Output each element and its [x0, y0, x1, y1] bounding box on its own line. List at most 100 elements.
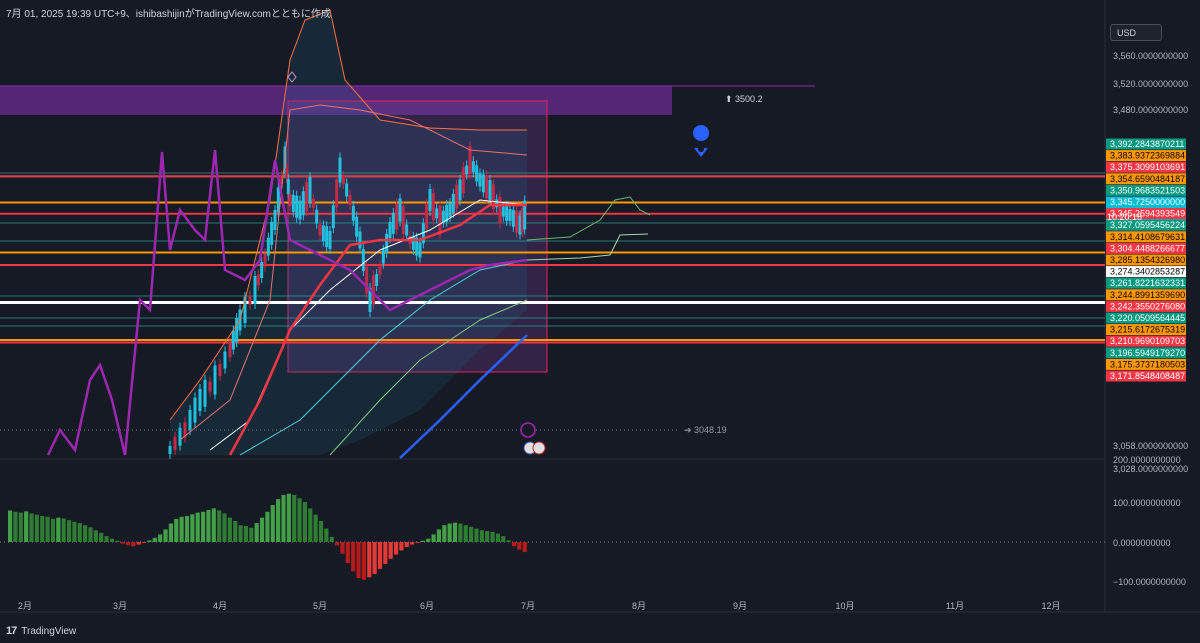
candle-body: [318, 224, 322, 236]
price-label-badge: [1106, 138, 1186, 150]
histogram-bar: [270, 505, 275, 542]
envelope-fill: [170, 10, 527, 455]
candle-body: [425, 204, 429, 230]
histogram-bar: [18, 512, 23, 542]
cloud-lower: [526, 233, 649, 261]
candle-body: [365, 266, 369, 294]
candle-body: [301, 191, 305, 216]
candle-body: [523, 200, 527, 230]
price-labels: 3,392.2843870211 3,383.93723698843,375.30…: [1106, 138, 1186, 382]
histogram-bar: [490, 531, 495, 542]
candle-body: [285, 168, 289, 179]
histogram-bar: [211, 508, 216, 542]
histogram-bar: [281, 494, 286, 542]
histogram-bar: [168, 523, 173, 542]
candle-body: [291, 194, 295, 212]
candle-body: [361, 249, 365, 271]
candle-body: [273, 210, 277, 230]
histogram-bar: [436, 529, 442, 542]
histogram-bar: [367, 542, 372, 578]
price-label-text: 3,375.3099103691: [1110, 162, 1185, 172]
horizontal-levels: [0, 172, 1105, 344]
time-axis[interactable]: 2月 3月 4月 5月 6月 7月 8月 9月 10月 11月 12月: [18, 601, 1061, 611]
candle-body: [325, 226, 329, 248]
candle-body: [465, 165, 469, 175]
candle-body: [405, 224, 409, 236]
histogram-bar: [351, 542, 356, 572]
candle-body: [338, 157, 342, 183]
histogram-bar: [410, 542, 415, 545]
histogram-bar: [243, 526, 249, 542]
price-label-badge: [1106, 208, 1186, 220]
histogram-bar: [431, 534, 436, 542]
candle-body: [178, 427, 182, 446]
indicator-lines: [46, 9, 651, 459]
candle-body: [235, 318, 239, 342]
histogram-bar: [136, 542, 141, 545]
price-label-badge: [1106, 161, 1186, 173]
moving-average-blue: [399, 334, 528, 459]
month-tick-label: 12月: [1041, 601, 1060, 611]
price-label-text: 3,314.4108679631: [1110, 232, 1185, 242]
histogram-bar: [517, 542, 522, 550]
footer-brand-label: TradingView: [21, 625, 77, 637]
price-label-badge: [1106, 231, 1186, 243]
month-tick-label: 6月: [420, 601, 434, 611]
candle-body: [515, 210, 519, 233]
envelope-mid-upper: [179, 104, 528, 441]
candle-body: [335, 179, 339, 208]
month-tick-label: 2月: [18, 601, 32, 611]
cloud-upper: [526, 196, 651, 241]
histogram-bar: [77, 523, 82, 542]
histogram-bar: [442, 525, 447, 542]
candle-body: [328, 231, 332, 249]
candle-body: [375, 274, 379, 286]
candle-body: [435, 208, 439, 219]
histogram-bar: [93, 530, 98, 542]
histogram-bar: [179, 516, 184, 542]
month-tick-label: 4月: [213, 601, 227, 611]
histogram-panel: [0, 493, 1105, 580]
candle-body: [411, 236, 415, 250]
candle-body: [501, 206, 505, 217]
candle-body: [508, 209, 512, 221]
candle-body: [198, 389, 202, 411]
candle-body: [498, 196, 502, 224]
currency-selector[interactable]: USD: [1110, 24, 1162, 41]
histogram-bar: [286, 493, 291, 542]
osc-tick-label: 100.0000000000: [1113, 498, 1181, 508]
bar-countdown-timer: 10:20:18: [1107, 212, 1143, 222]
histogram-bar: [452, 522, 458, 542]
histogram-bar: [217, 510, 222, 542]
price-label-text: 3,350.9683521503: [1110, 185, 1185, 195]
histogram-bar: [415, 542, 420, 543]
histogram-bar: [99, 532, 104, 542]
histogram-bar: [302, 502, 308, 542]
histogram-bar: [522, 542, 527, 553]
histogram-bar: [13, 511, 18, 542]
candlestick-series: [168, 141, 527, 459]
candle-body: [208, 381, 212, 392]
price-tick-label: 3,028.0000000000: [1113, 464, 1188, 474]
candle-body: [173, 436, 177, 450]
histogram-bar: [511, 542, 517, 547]
candle-body: [253, 276, 257, 304]
oscillator-line-purple: [46, 149, 528, 456]
price-label-text: 3,383.9372369884: [1110, 151, 1185, 161]
histogram-bar: [485, 531, 490, 542]
histogram-bar: [8, 510, 13, 542]
candle-body: [203, 379, 207, 407]
price-label-badge: [1106, 173, 1186, 185]
histogram-bar: [34, 514, 39, 542]
candle-body: [223, 351, 227, 369]
price-label-text: 3,210.9690109703: [1110, 336, 1185, 346]
price-label-badge: [1106, 324, 1186, 336]
envelope-upper: [169, 9, 527, 421]
price-label-badge: [1106, 150, 1186, 162]
price-axis[interactable]: 3,560.0000000000 3,520.0000000000 3,480.00…: [1113, 51, 1188, 587]
price-label-text: 3,345.2594393549: [1110, 209, 1185, 219]
price-label-text: 3,242.3550276080: [1110, 301, 1185, 311]
candle-body: [193, 397, 197, 423]
candle-body: [445, 204, 449, 222]
